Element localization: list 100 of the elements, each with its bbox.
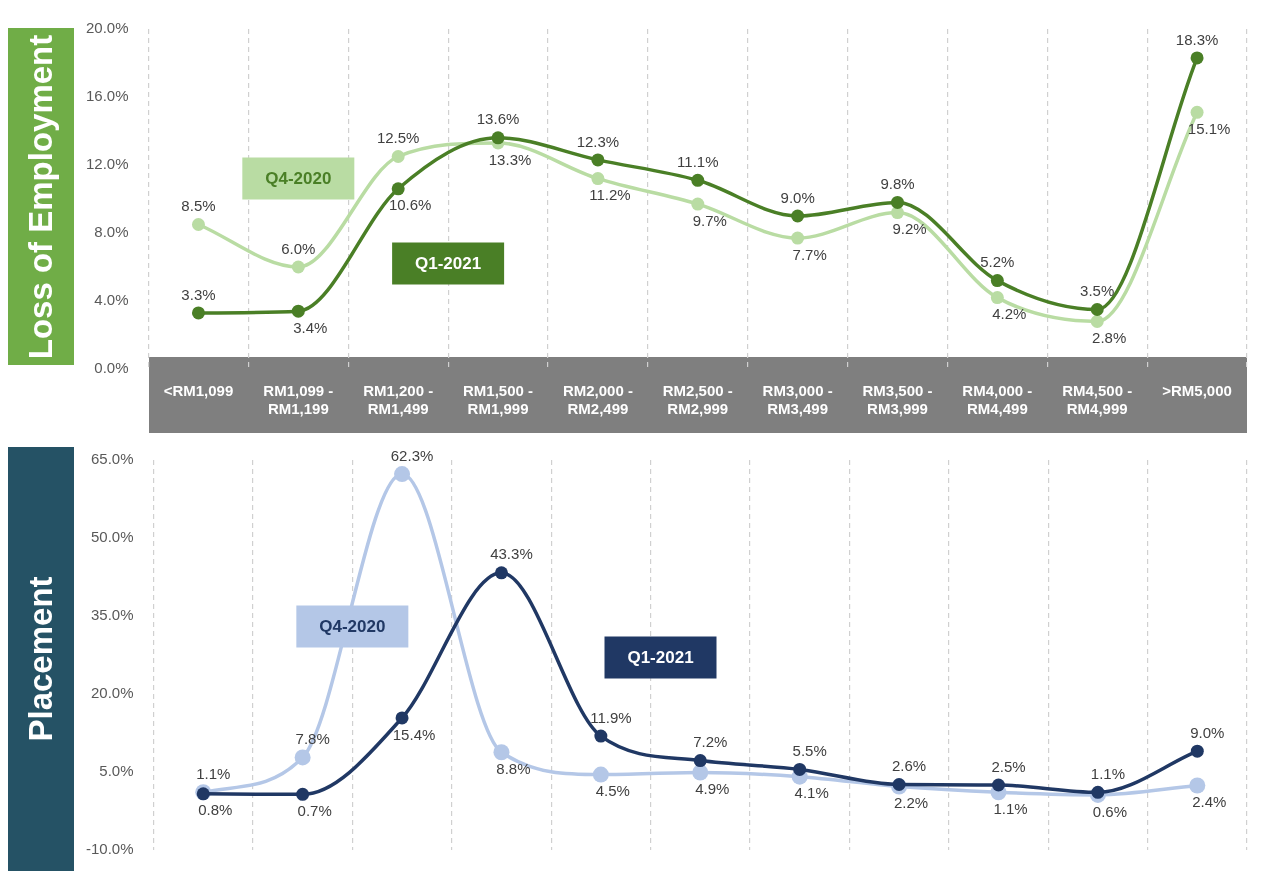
point	[691, 197, 705, 211]
point	[691, 173, 705, 187]
point	[1090, 314, 1104, 328]
y-tick-label: 35.0%	[90, 606, 134, 624]
point	[594, 729, 608, 743]
y-tick-label: 20.0%	[85, 19, 129, 37]
data-label: 5.5%	[792, 742, 827, 760]
x-tick-label: RM2,000 - RM2,499	[562, 382, 633, 418]
data-label: 15.1%	[1187, 119, 1231, 137]
point	[692, 764, 709, 781]
point	[892, 777, 906, 791]
data-label: 7.8%	[295, 730, 330, 748]
data-label: 1.1%	[1090, 764, 1125, 782]
data-label: 9.2%	[892, 220, 927, 238]
data-label: 13.3%	[488, 150, 532, 168]
data-label: 0.8%	[198, 801, 233, 819]
point	[291, 260, 305, 274]
data-label: 5.2%	[980, 253, 1015, 271]
point	[191, 306, 205, 320]
text: Q1-2021	[415, 254, 482, 274]
point	[591, 172, 605, 186]
point	[494, 566, 508, 580]
point	[493, 744, 510, 761]
x-tick-label: <RM1,099	[163, 382, 234, 400]
point	[693, 754, 707, 768]
data-label: 7.7%	[792, 245, 827, 263]
data-label: 2.6%	[891, 757, 927, 775]
x-tick-label: RM3,500 - RM3,999	[862, 382, 933, 418]
point	[191, 218, 205, 231]
point	[391, 150, 405, 163]
series-label: Q4-2020	[319, 617, 386, 637]
data-label: 18.3%	[1175, 30, 1219, 48]
data-label: 0.6%	[1092, 802, 1127, 820]
data-label: 3.4%	[293, 318, 328, 336]
y-tick-label: -10.0%	[86, 840, 134, 858]
data-label: 4.9%	[695, 780, 730, 798]
point	[391, 182, 405, 196]
x-tick-label: RM4,500 - RM4,999	[1062, 382, 1133, 418]
y-axis-title: Placement	[22, 576, 60, 742]
data-label: 9.8%	[880, 175, 915, 193]
point	[791, 209, 805, 223]
x-tick-label: RM4,000 - RM4,499	[962, 382, 1033, 418]
data-label: 2.4%	[1192, 793, 1227, 811]
x-tick-label: RM1,200 - RM1,499	[363, 382, 434, 418]
point	[1090, 303, 1104, 316]
data-label: 4.1%	[794, 784, 829, 802]
data-label: 9.7%	[692, 211, 727, 229]
data-label: 2.5%	[991, 757, 1026, 775]
point	[591, 153, 605, 167]
point	[991, 778, 1005, 792]
y-tick-label: 4.0%	[94, 291, 129, 309]
point	[294, 749, 311, 766]
point	[592, 766, 609, 783]
data-label: 8.8%	[496, 759, 531, 777]
x-tick-label: RM1,099 - RM1,199	[263, 382, 334, 418]
point	[394, 466, 411, 483]
text: Q1-2021	[627, 648, 694, 668]
data-label: 4.5%	[595, 782, 630, 800]
y-axis-title: Loss of Employment	[22, 34, 60, 359]
point	[990, 274, 1004, 288]
y-tick-label: 50.0%	[90, 528, 134, 546]
series-label: Q4-2020	[265, 169, 332, 189]
y-tick-label: 5.0%	[99, 762, 134, 780]
data-label: 13.6%	[476, 110, 520, 128]
data-label: 9.0%	[780, 188, 815, 206]
x-tick-label: RM3,000 - RM3,499	[762, 382, 833, 418]
data-label: 3.5%	[1080, 282, 1115, 300]
data-label: 10.6%	[388, 196, 432, 214]
x-tick-label: >RM5,000	[1162, 382, 1232, 400]
point	[291, 304, 305, 318]
y-tick-label: 12.0%	[85, 155, 129, 173]
point	[1190, 744, 1204, 758]
point	[1091, 785, 1105, 799]
y-tick-label: 0.0%	[94, 359, 129, 377]
point	[791, 231, 805, 245]
point	[1189, 777, 1206, 794]
data-label: 4.2%	[992, 305, 1027, 323]
data-label: 1.1%	[993, 799, 1028, 817]
point	[491, 131, 505, 145]
y-tick-label: 16.0%	[85, 87, 129, 105]
data-label: 9.0%	[1190, 723, 1225, 741]
data-label: 15.4%	[392, 725, 436, 743]
data-label: 2.2%	[893, 794, 929, 812]
data-label: 6.0%	[281, 239, 316, 257]
data-label: 12.3%	[576, 132, 620, 150]
y-tick-label: 20.0%	[90, 684, 134, 702]
data-label: 62.3%	[390, 446, 434, 464]
data-label: 11.2%	[589, 186, 631, 204]
data-label: 1.1%	[196, 764, 231, 782]
point	[395, 711, 409, 725]
data-label: 2.8%	[1092, 329, 1127, 347]
y-tick-label: 65.0%	[90, 450, 134, 468]
x-tick-label: RM1,500 - RM1,999	[463, 382, 534, 418]
data-label: 12.5%	[376, 129, 420, 147]
y-tick-label: 8.0%	[94, 223, 129, 241]
x-tick-label: RM2,500 - RM2,999	[662, 382, 733, 418]
point	[296, 787, 310, 801]
point	[890, 195, 904, 209]
point	[1190, 105, 1204, 119]
data-label: 11.1%	[677, 152, 719, 170]
